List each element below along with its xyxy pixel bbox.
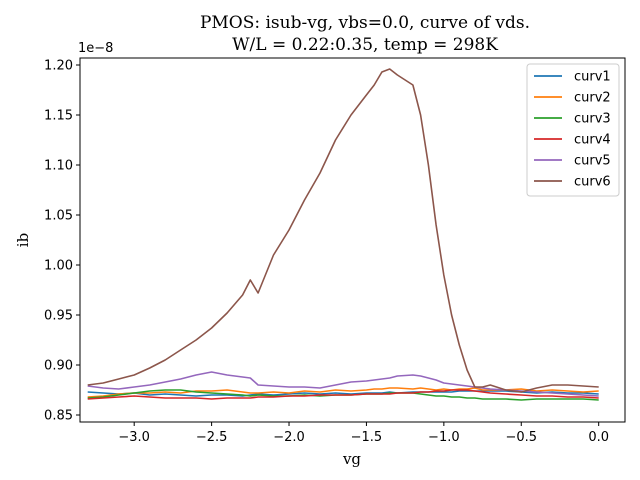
series-line-curv5 xyxy=(87,371,599,397)
y-tick-label: 1.00 xyxy=(44,259,73,274)
legend-label-curv3: curv3 xyxy=(574,112,611,127)
legend-label-curv2: curv2 xyxy=(574,91,611,106)
x-axis-ticks: −3.0 −2.5 −2.0 −1.5 −1.0 −0.5 0.0 xyxy=(118,422,609,445)
chart-subtitle: W/L = 0.22:0.35, temp = 298K xyxy=(232,35,498,55)
series-line-curv1 xyxy=(87,390,599,397)
y-tick-label: 1.15 xyxy=(44,109,73,124)
series-line-curv6 xyxy=(87,68,599,393)
x-axis-label: vg xyxy=(342,450,361,468)
y-axis-ticks: 0.85 0.90 0.95 1.00 1.05 1.10 1.15 1.20 xyxy=(44,59,80,424)
series-layer xyxy=(87,68,599,401)
x-tick-label: 0.0 xyxy=(588,430,609,445)
series-line-curv4 xyxy=(87,389,599,400)
y-tick-label: 1.05 xyxy=(44,209,73,224)
x-tick-label: −1.5 xyxy=(351,430,383,445)
y-offset-label: 1e−8 xyxy=(78,41,113,56)
x-tick-label: −2.5 xyxy=(196,430,228,445)
chart-title: PMOS: isub-vg, vbs=0.0, curve of vds. xyxy=(200,13,530,33)
x-tick-label: −1.0 xyxy=(428,430,460,445)
y-tick-label: 0.90 xyxy=(44,359,73,374)
y-tick-label: 1.10 xyxy=(44,159,73,174)
legend: curv1 curv2 curv3 curv4 curv5 curv6 xyxy=(526,63,620,197)
x-tick-label: −3.0 xyxy=(118,430,150,445)
y-tick-label: 0.95 xyxy=(44,309,73,324)
x-tick-label: −0.5 xyxy=(505,430,537,445)
legend-label-curv4: curv4 xyxy=(574,133,611,148)
x-tick-label: −2.0 xyxy=(273,430,305,445)
y-tick-label: 1.20 xyxy=(44,59,73,74)
y-axis-label: ib xyxy=(14,233,32,247)
legend-label-curv5: curv5 xyxy=(574,154,611,169)
plot-frame xyxy=(79,57,626,423)
legend-label-curv6: curv6 xyxy=(574,175,611,190)
y-tick-label: 0.85 xyxy=(44,409,73,424)
legend-label-curv1: curv1 xyxy=(574,70,611,85)
